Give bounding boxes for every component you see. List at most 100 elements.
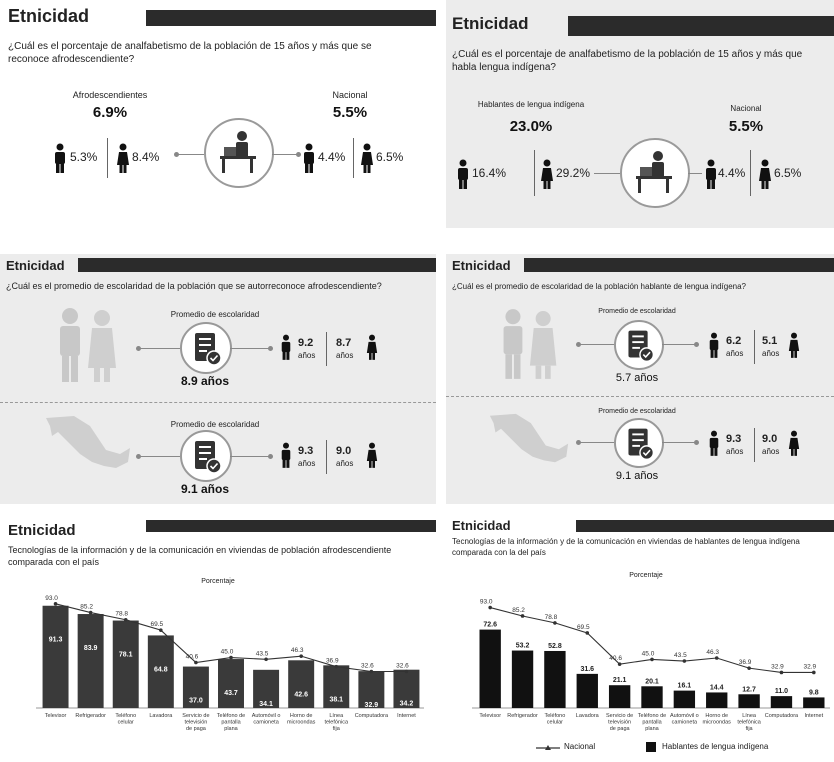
divider	[754, 330, 755, 364]
x-tick-label: Horno de	[290, 713, 313, 719]
years-unit: años	[726, 349, 744, 358]
right-group-value: 5.5%	[728, 118, 764, 135]
panel-subtitle: Tecnologías de la información y de la co…	[8, 545, 392, 567]
bar-value-label: 38.1	[329, 696, 343, 703]
bar-value-label: 11.0	[775, 688, 788, 695]
years-unit: años	[298, 351, 316, 360]
x-tick-label: Teléfono de	[638, 713, 666, 719]
bar-value-label: 72.6	[483, 622, 497, 629]
woman-icon	[759, 159, 771, 189]
x-tick-label: camioneta	[253, 720, 279, 726]
bar-value-label: 52.8	[548, 643, 562, 650]
bar-value-label: 43.7	[224, 690, 238, 697]
connector-dot	[174, 152, 179, 157]
line-value-label: 40.6	[186, 654, 199, 661]
women-years: 5.1 años	[762, 336, 779, 359]
dashed-divider	[446, 396, 834, 397]
right-men-pct: 4.4%	[318, 150, 346, 164]
right-group-label: Nacional	[730, 104, 762, 113]
men-years-value: 6.2	[726, 335, 742, 347]
line-point	[264, 657, 268, 662]
panel-question: ¿Cuál es el promedio de escolaridad de l…	[452, 282, 746, 291]
connector-line	[580, 344, 614, 345]
left-men-pct: 16.4%	[472, 166, 507, 180]
left-group-label: Hablantes de lengua indígena	[477, 100, 585, 109]
bar	[673, 690, 696, 708]
panel-title: Etnicidad	[452, 518, 511, 533]
bar	[288, 660, 315, 708]
series-line	[490, 607, 814, 674]
line-value-label: 69.5	[577, 624, 590, 631]
bar-value-label: 20.1	[645, 678, 659, 685]
title-bar	[576, 520, 834, 532]
panel-question: ¿Cuál es el porcentaje de analfabetismo …	[8, 41, 372, 65]
connector-dot	[576, 440, 581, 445]
line-point	[585, 631, 590, 635]
line-point	[812, 670, 816, 675]
panel-question: ¿Cuál es el promedio de escolaridad de l…	[6, 281, 382, 291]
x-tick-label: camioneta	[672, 720, 698, 726]
connector-dot	[136, 454, 141, 459]
x-tick-label: plana	[224, 726, 238, 732]
line-value-label: 46.3	[706, 649, 719, 656]
connector-dot	[694, 440, 699, 445]
men-years: 6.2 años	[726, 336, 743, 359]
title-bar	[78, 258, 436, 272]
chart-label: Porcentaje	[201, 578, 235, 585]
men-years-value: 9.3	[298, 445, 314, 457]
line-value-label: 36.9	[739, 659, 752, 666]
ict-afro-chart: 91.3 Televisor 83.9 Refrigerador 78.1 Teléfon…	[36, 595, 424, 732]
x-tick-label: Computadora	[355, 713, 389, 719]
bar	[147, 635, 174, 708]
man-icon	[304, 143, 314, 173]
connector-line	[140, 348, 180, 349]
men-years: 9.3 años	[298, 446, 315, 469]
legend-bar-label: Hablantes de lengua indígena	[662, 742, 769, 751]
years-unit: años	[726, 447, 744, 456]
bar-value-label: 34.2	[400, 701, 414, 708]
bar	[253, 669, 280, 708]
man-icon	[709, 430, 719, 456]
men-years-value: 9.3	[726, 433, 742, 445]
line-point	[553, 621, 557, 625]
x-tick-label: Lavadora	[149, 713, 173, 719]
x-tick-label: Servicio de	[606, 713, 633, 719]
divider	[326, 332, 327, 366]
left-men-pct: 5.3%	[70, 150, 98, 164]
panel-schooling-afro: Etnicidad ¿Cuál es el promedio de escola…	[0, 254, 436, 504]
x-tick-label: plana	[645, 726, 659, 732]
bar-value-label: 9.8	[809, 689, 819, 696]
x-tick-label: Horno de	[705, 713, 728, 719]
panel-subtitle: Tecnologías de la información y de la co…	[452, 537, 800, 557]
man-icon	[281, 442, 291, 468]
line-value-label: 85.2	[80, 604, 93, 611]
bar	[738, 694, 760, 708]
schooling-label: Promedio de escolaridad	[170, 310, 260, 319]
divider	[534, 150, 535, 196]
men-years-value: 9.2	[298, 337, 314, 349]
divider	[107, 138, 108, 178]
line-point	[123, 617, 128, 622]
connector-dot	[694, 342, 699, 347]
panel-ict-indigenous: Etnicidad Tecnologías de la información …	[446, 512, 834, 762]
legend-line-swatch	[536, 745, 560, 750]
people-illustration	[60, 308, 116, 382]
years-unit: años	[336, 351, 354, 360]
mexico-map-icon	[489, 413, 569, 463]
line-value-label: 32.9	[803, 663, 816, 670]
years-unit: años	[336, 459, 354, 468]
bar-value-label: 32.9	[365, 702, 379, 709]
x-tick-label: Refrigerador	[507, 713, 538, 719]
right-women-pct: 6.5%	[774, 166, 802, 180]
woman-icon	[788, 332, 800, 358]
checklist-icon	[614, 320, 664, 370]
man-icon	[706, 159, 716, 189]
bar	[218, 659, 244, 708]
panel-schooling-indigenous: Etnicidad ¿Cuál es el promedio de escola…	[446, 254, 834, 504]
line-value-label: 32.9	[771, 663, 784, 670]
x-tick-label: Teléfono de	[217, 713, 245, 719]
line-value-label: 43.5	[256, 650, 269, 657]
panel-literacy-afro: Etnicidad ¿Cuál es el porcentaje de anal…	[0, 0, 436, 228]
bar-value-label: 64.8	[154, 666, 168, 673]
x-tick-label: pantalla	[221, 720, 241, 726]
